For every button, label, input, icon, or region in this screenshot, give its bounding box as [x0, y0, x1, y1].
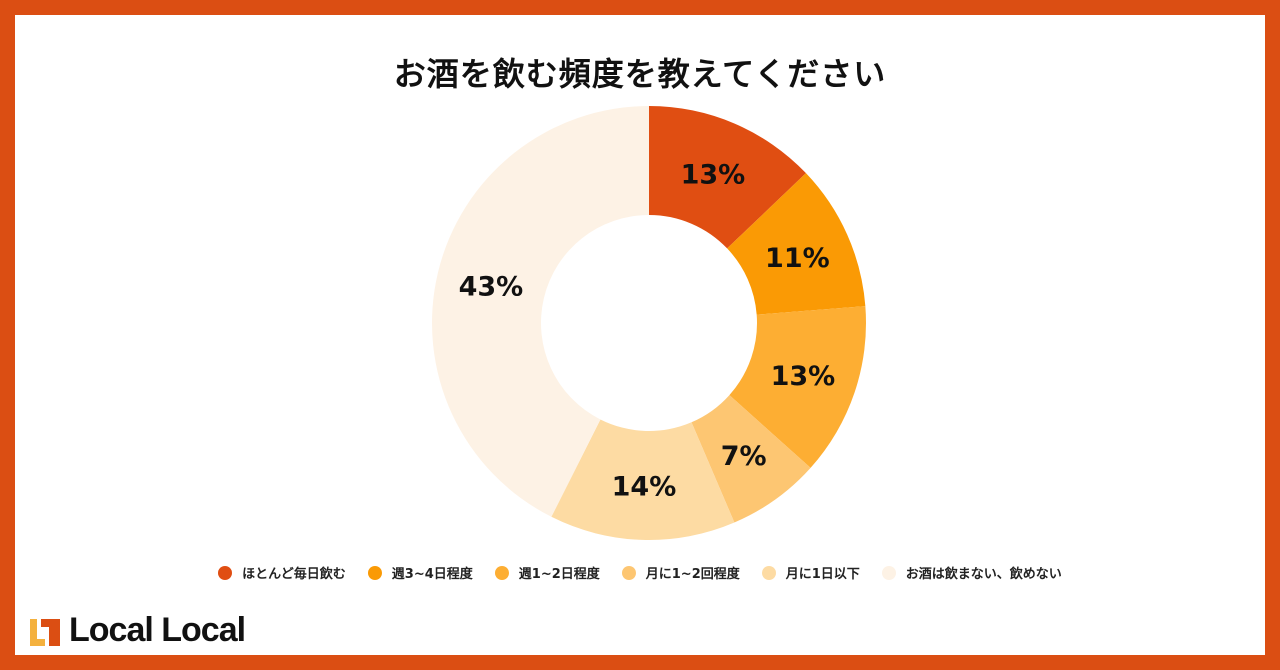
legend-dot-icon: [494, 565, 509, 580]
legend-label: 週1~2日程度: [518, 567, 600, 582]
legend-dot-icon: [761, 565, 776, 580]
chart-title: お酒を飲む頻度を教えてください: [393, 55, 887, 93]
donut-slice: [691, 395, 811, 523]
chart-card: お酒を飲む頻度を教えてください 13% 11% 13% 7% 14% 43% ほとんど毎日…: [15, 15, 1265, 655]
donut-slice: [729, 306, 866, 468]
legend-item: ほとんど毎日飲む: [218, 563, 346, 582]
donut-slice: [727, 173, 866, 315]
legend-label: 月に1日以下: [785, 567, 860, 582]
donut-slice: [551, 419, 735, 540]
legend-item: 週3~4日程度: [367, 563, 473, 582]
chart-legend: ほとんど毎日飲む 週3~4日程度 週1~2日程度 月に1~2回程度 月に1日以下 お酒は飲…: [15, 563, 1265, 582]
legend-dot-icon: [218, 565, 233, 580]
legend-item: お酒は飲まない、飲めない: [881, 563, 1062, 582]
local-local-logo-icon: [30, 618, 60, 646]
slice-label: 13%: [771, 361, 836, 392]
legend-dot-icon: [621, 565, 636, 580]
donut-slice: [649, 106, 806, 249]
slice-label: 7%: [721, 441, 767, 472]
legend-label: お酒は飲まない、飲めない: [905, 567, 1062, 582]
slice-label: 43%: [459, 271, 524, 302]
legend-item: 月に1~2回程度: [621, 563, 740, 582]
legend-item: 週1~2日程度: [494, 563, 600, 582]
donut-chart: 13% 11% 13% 7% 14% 43%: [432, 106, 866, 540]
slice-label: 14%: [612, 471, 677, 502]
slice-label: 11%: [765, 243, 830, 274]
logo-text: Local Local: [69, 611, 246, 649]
slice-label: 13%: [681, 160, 746, 191]
legend-label: ほとんど毎日飲む: [242, 567, 346, 582]
legend-label: 週3~4日程度: [391, 567, 473, 582]
local-local-logo: Local Local: [29, 611, 246, 650]
legend-label: 月に1~2回程度: [645, 567, 740, 582]
legend-item: 月に1日以下: [761, 563, 860, 582]
legend-dot-icon: [367, 565, 382, 580]
legend-dot-icon: [881, 565, 896, 580]
donut-slice: [432, 106, 649, 517]
